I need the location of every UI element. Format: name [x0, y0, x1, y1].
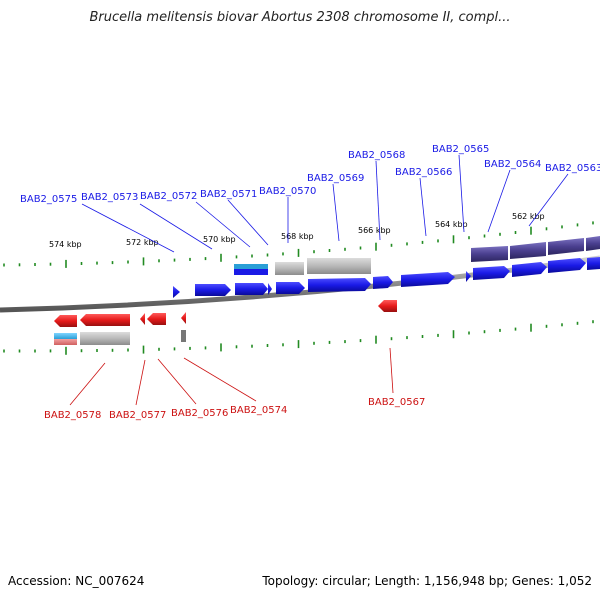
- gene-label-bab2-0564[interactable]: BAB2_0564: [484, 159, 541, 170]
- scale-labels: 574 kbp 572 kbp 570 kbp 568 kbp 566 kbp …: [49, 212, 545, 249]
- gene-arrow-forward[interactable]: [195, 284, 231, 296]
- accession-value: NC_007624: [75, 574, 145, 588]
- gene-label-bab2-0576[interactable]: BAB2_0576: [171, 408, 228, 419]
- feature-box: [471, 246, 508, 262]
- gene-arrow-forward[interactable]: [235, 283, 268, 295]
- gene-arrow-forward[interactable]: [308, 278, 371, 292]
- gene-label-bab2-0578[interactable]: BAB2_0578: [44, 410, 101, 421]
- gene-label-bab2-0563[interactable]: BAB2_0563: [545, 163, 600, 174]
- gene-label-bab2-0572[interactable]: BAB2_0572: [140, 191, 197, 202]
- genes-value: 1,052: [557, 574, 592, 588]
- inner-tick-ring: [3, 320, 594, 355]
- feature-box: [234, 269, 268, 275]
- genes-label: Genes:: [511, 574, 554, 588]
- feature-box: [54, 339, 77, 345]
- gene-arrow-forward[interactable]: [587, 257, 600, 270]
- gene-label-bab2-0569[interactable]: BAB2_0569: [307, 173, 364, 184]
- feature-box: [234, 264, 268, 269]
- reverse-genes: [54, 300, 397, 327]
- gene-arrow-forward[interactable]: [373, 276, 393, 289]
- gene-arrow-forward[interactable]: [268, 283, 272, 295]
- gene-arrow-reverse[interactable]: [181, 312, 186, 324]
- feature-box: [181, 330, 186, 342]
- scale-label-564: 564 kbp: [435, 220, 468, 229]
- gene-arrow-reverse[interactable]: [147, 313, 166, 325]
- gene-arrow-forward[interactable]: [466, 271, 471, 282]
- gene-arrow-reverse[interactable]: [378, 300, 397, 312]
- gene-label-bab2-0566[interactable]: BAB2_0566: [395, 167, 452, 178]
- gene-label-bab2-0570[interactable]: BAB2_0570: [259, 186, 316, 197]
- accession-info: Accession: NC_007624: [8, 574, 144, 588]
- genome-summary: Topology: circular; Length: 1,156,948 bp…: [262, 574, 592, 588]
- gene-label-bab2-0565[interactable]: BAB2_0565: [432, 144, 489, 155]
- outer-tick-ring: [3, 221, 594, 268]
- gene-arrow-reverse[interactable]: [140, 313, 145, 325]
- scale-label-566: 566 kbp: [358, 226, 391, 235]
- gene-label-bab2-0567[interactable]: BAB2_0567: [368, 397, 425, 408]
- length-value: 1,156,948 bp: [423, 574, 504, 588]
- length-label: Length:: [374, 574, 421, 588]
- scale-label-574: 574 kbp: [49, 240, 82, 249]
- feature-box: [54, 333, 77, 339]
- gene-arrow-reverse[interactable]: [80, 314, 130, 326]
- topology-value: circular: [322, 574, 367, 588]
- gene-arrow-forward[interactable]: [548, 258, 586, 273]
- reverse-gene-labels: BAB2_0578 BAB2_0577 BAB2_0576 BAB2_0574 …: [44, 397, 425, 421]
- gene-arrow-forward[interactable]: [276, 282, 305, 294]
- feature-box: [510, 242, 546, 259]
- gene-arrow-forward[interactable]: [473, 266, 510, 280]
- scale-label-568: 568 kbp: [281, 232, 314, 241]
- reverse-feature-track: [54, 330, 186, 345]
- accession-label: Accession:: [8, 574, 72, 588]
- forward-genes: [173, 257, 600, 298]
- feature-track: [234, 236, 600, 275]
- feature-box: [275, 262, 304, 275]
- feature-box: [80, 332, 130, 345]
- forward-label-leaders: [81, 154, 569, 253]
- gene-arrow-forward[interactable]: [173, 286, 180, 298]
- forward-gene-labels: BAB2_0575 BAB2_0573 BAB2_0572 BAB2_0571 …: [20, 144, 600, 205]
- gene-arrow-forward[interactable]: [401, 272, 455, 287]
- gene-label-bab2-0573[interactable]: BAB2_0573: [81, 192, 138, 203]
- reverse-label-leaders: [69, 347, 394, 406]
- feature-box: [307, 258, 371, 274]
- gene-label-bab2-0577[interactable]: BAB2_0577: [109, 410, 166, 421]
- topology-label: Topology:: [262, 574, 319, 588]
- gene-label-bab2-0571[interactable]: BAB2_0571: [200, 189, 257, 200]
- scale-label-572: 572 kbp: [126, 238, 159, 247]
- gene-arrow-forward[interactable]: [512, 262, 547, 277]
- gene-label-bab2-0574[interactable]: BAB2_0574: [230, 405, 287, 416]
- scale-label-570: 570 kbp: [203, 235, 236, 244]
- feature-box: [548, 238, 584, 255]
- scale-label-562: 562 kbp: [512, 212, 545, 221]
- gene-label-bab2-0575[interactable]: BAB2_0575: [20, 194, 77, 205]
- feature-box: [586, 236, 600, 251]
- gene-arrow-reverse[interactable]: [54, 315, 77, 327]
- map-title: Brucella melitensis biovar Abortus 2308 …: [89, 10, 511, 25]
- gene-label-bab2-0568[interactable]: BAB2_0568: [348, 150, 405, 161]
